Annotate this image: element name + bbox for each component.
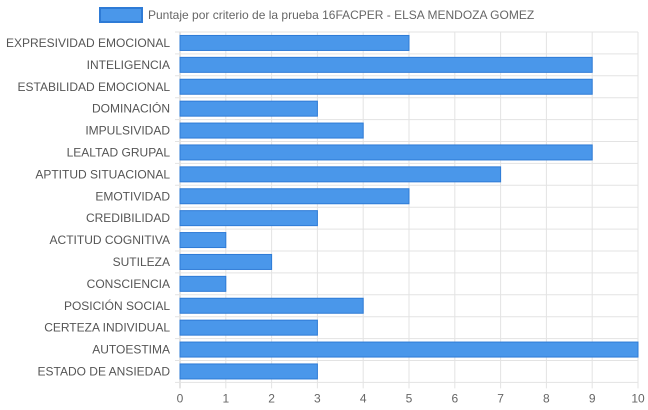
- x-tick-label: 0: [177, 391, 184, 405]
- category-label: EMOTIVIDAD: [95, 189, 170, 203]
- bar[interactable]: [179, 341, 639, 358]
- category-label: DOMINACIÓN: [92, 101, 170, 116]
- category-label: INTELIGENCIA: [87, 58, 170, 72]
- legend-label: Puntaje por criterio de la prueba 16FACP…: [148, 8, 534, 22]
- bar[interactable]: [179, 188, 410, 205]
- category-label: SUTILEZA: [113, 255, 170, 269]
- bar[interactable]: [179, 319, 318, 336]
- x-tick-label: 4: [360, 391, 367, 405]
- category-label: EXPRESIVIDAD EMOCIONAL: [6, 36, 170, 50]
- category-label: APTITUD SITUACIONAL: [35, 167, 170, 181]
- x-tick-label: 9: [589, 391, 596, 405]
- bar[interactable]: [179, 363, 318, 380]
- bar[interactable]: [179, 34, 410, 51]
- x-tick-label: 10: [631, 391, 645, 405]
- bar[interactable]: [179, 210, 318, 227]
- x-tick-label: 7: [497, 391, 504, 405]
- x-tick-label: 5: [406, 391, 413, 405]
- category-label: AUTOESTIMA: [92, 343, 170, 357]
- bar[interactable]: [179, 253, 273, 270]
- category-label: IMPULSIVIDAD: [85, 124, 170, 138]
- x-tick-label: 2: [268, 391, 275, 405]
- x-tick-label: 6: [451, 391, 458, 405]
- category-label: CERTEZA INDIVIDUAL: [44, 321, 170, 335]
- bar[interactable]: [179, 78, 593, 95]
- bar[interactable]: [179, 297, 364, 314]
- category-label: LEALTAD GRUPAL: [67, 145, 171, 159]
- bar[interactable]: [179, 166, 502, 183]
- category-label: ACTITUD COGNITIVA: [50, 233, 170, 247]
- legend-swatch: [99, 7, 143, 23]
- bar[interactable]: [179, 275, 227, 292]
- bar[interactable]: [179, 100, 318, 117]
- x-tick-label: 1: [222, 391, 229, 405]
- bar[interactable]: [179, 56, 593, 73]
- x-tick-label: 8: [543, 391, 550, 405]
- legend[interactable]: Puntaje por criterio de la prueba 16FACP…: [99, 7, 534, 23]
- bars: [179, 34, 639, 380]
- category-label: ESTABILIDAD EMOCIONAL: [18, 80, 171, 94]
- bar[interactable]: [179, 232, 227, 249]
- category-label: ESTADO DE ANSIEDAD: [38, 364, 171, 378]
- category-label: CONSCIENCIA: [87, 277, 170, 291]
- category-label: CREDIBILIDAD: [86, 211, 170, 225]
- x-tick-label: 3: [314, 391, 321, 405]
- x-axis-ticks: 0 1 2 3 4 5 6 7 8 9 10: [177, 391, 645, 405]
- category-labels: EXPRESIVIDAD EMOCIONAL INTELIGENCIA ESTABI…: [6, 36, 170, 379]
- bar[interactable]: [179, 122, 364, 139]
- bar[interactable]: [179, 144, 593, 161]
- category-label: POSICIÓN SOCIAL: [64, 298, 170, 313]
